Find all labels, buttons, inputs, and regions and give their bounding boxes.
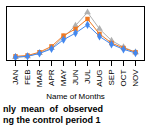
svg-text:JUL: JUL — [83, 69, 92, 84]
svg-text:FEB: FEB — [23, 70, 32, 86]
svg-text:JUN: JUN — [71, 69, 80, 85]
svg-text:NOV: NOV — [131, 69, 140, 87]
svg-text:SEP: SEP — [107, 70, 116, 86]
svg-text:AUG: AUG — [95, 70, 104, 87]
svg-text:MAY: MAY — [59, 69, 68, 86]
html-text:nly mean of observed: nly mean of observed — [3, 104, 103, 114]
html-text:ng the control period 1: ng the control period 1 — [3, 115, 101, 125]
svg-text:MAR: MAR — [35, 69, 44, 87]
svg-text:Name of Months: Name of Months — [46, 92, 105, 101]
svg-text:OCT: OCT — [119, 69, 128, 86]
svg-text:APR: APR — [47, 69, 56, 86]
svg-text:JAN: JAN — [11, 69, 20, 84]
